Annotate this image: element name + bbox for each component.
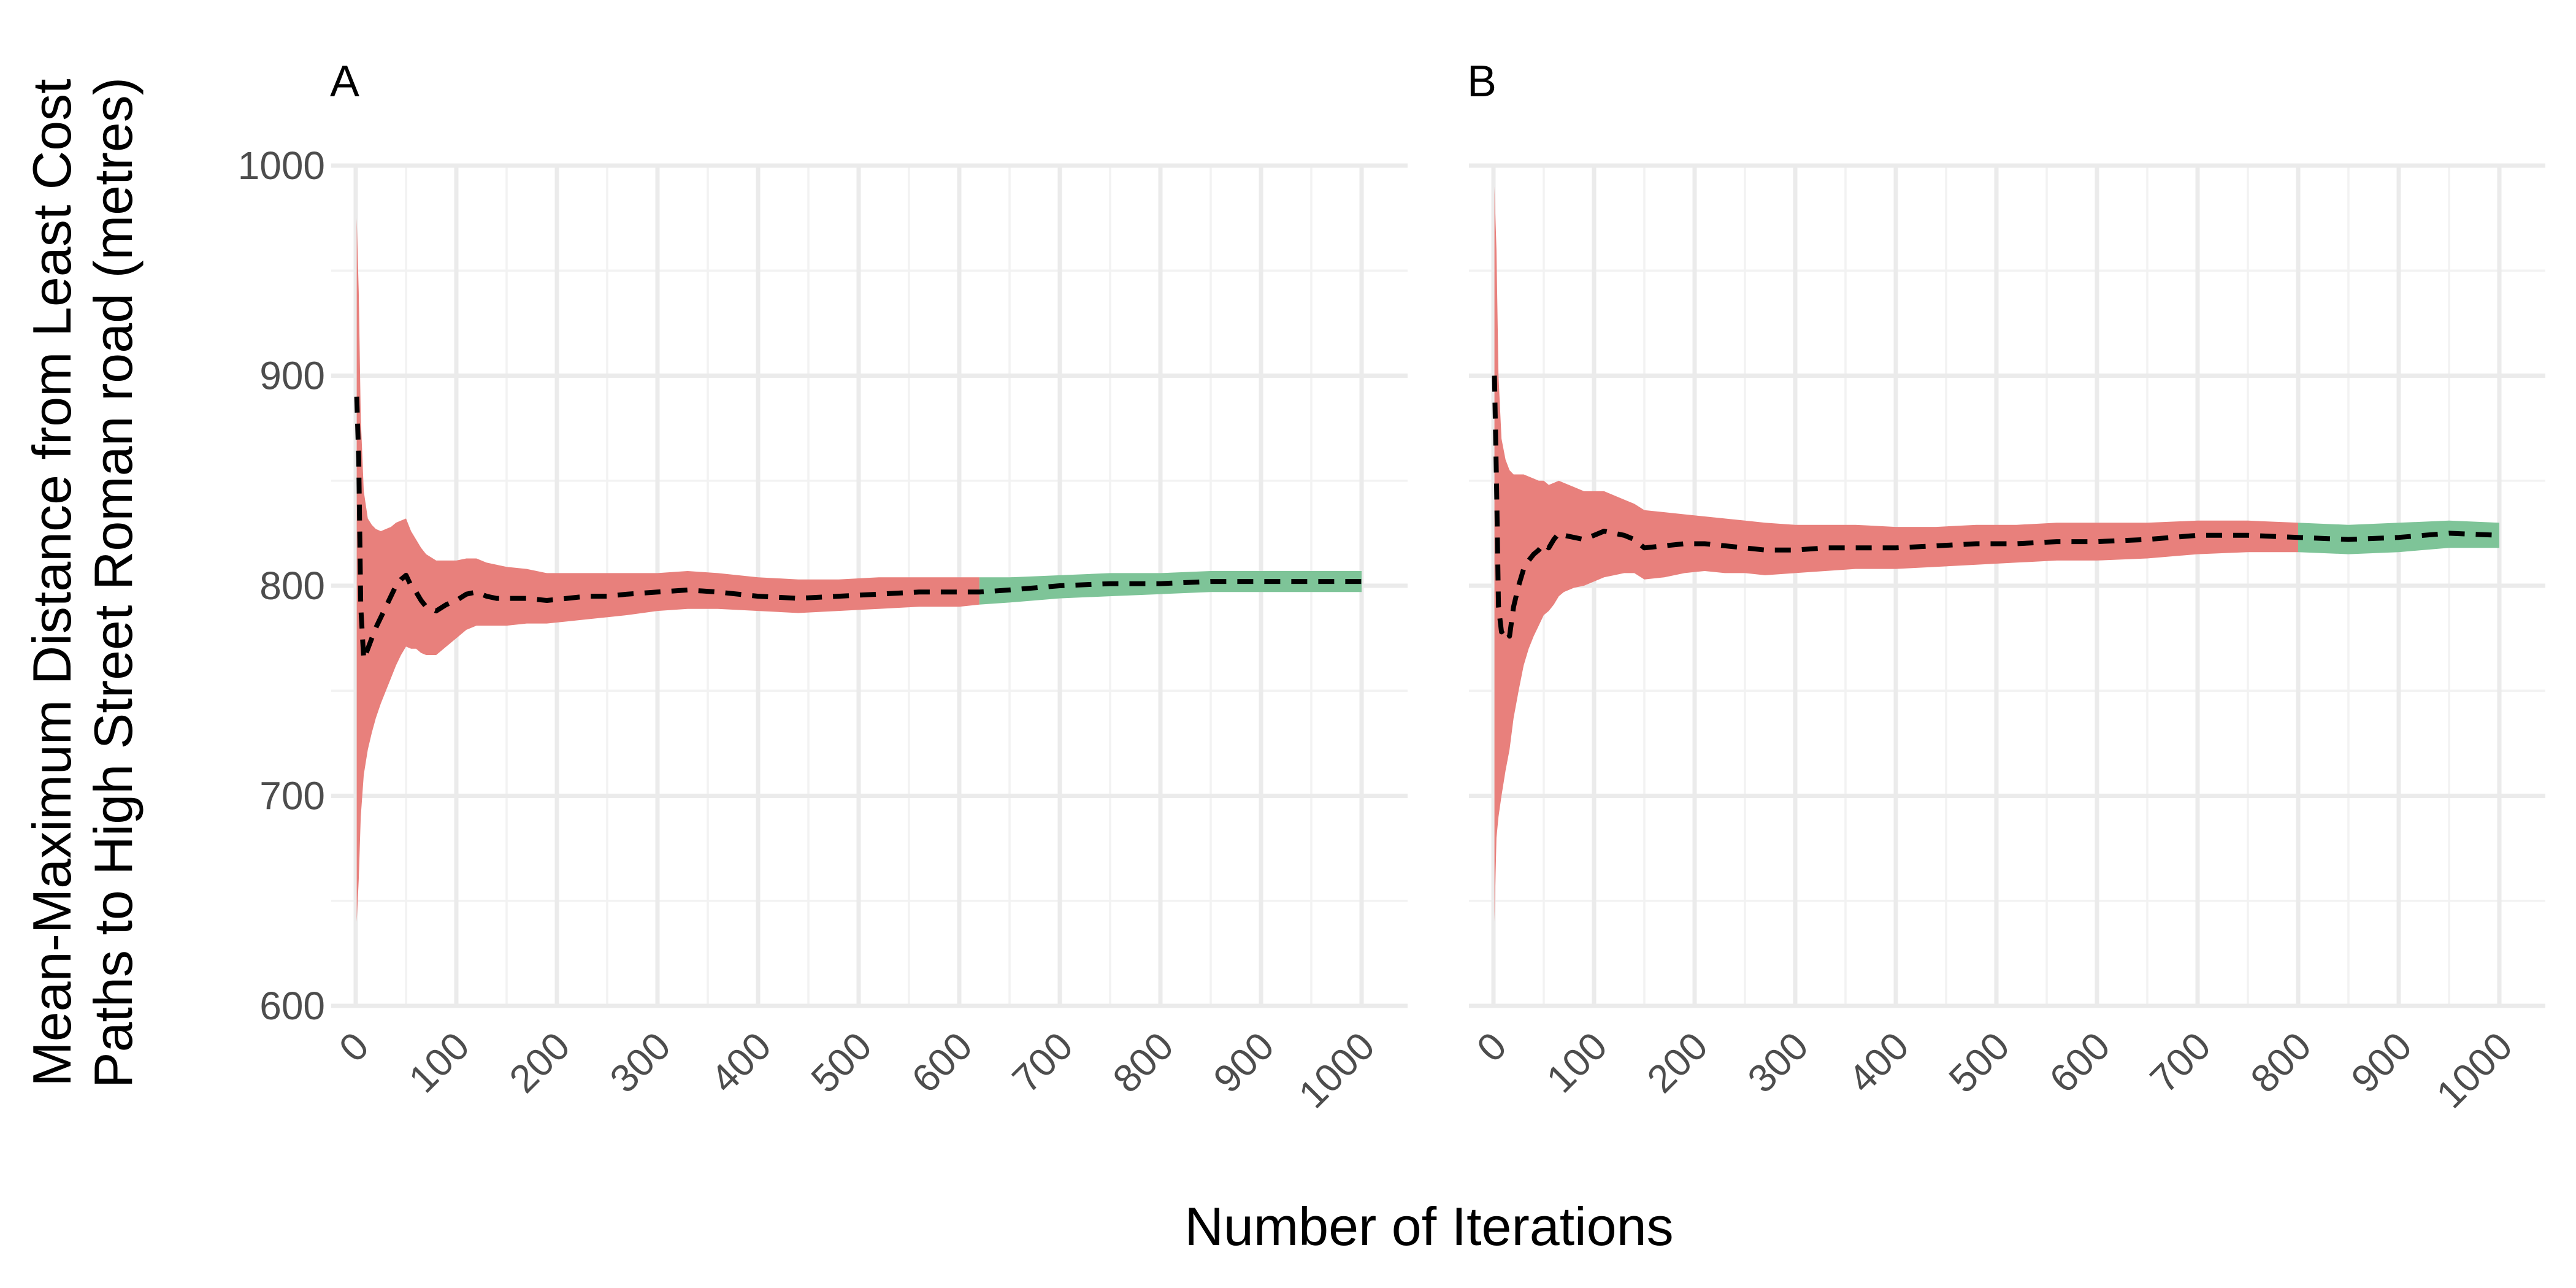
panel-b-unconverged-band [1494,186,2298,922]
panel-a-mean-line [354,396,1362,662]
panel-b-x-tick-label: 400 [1839,1024,1917,1101]
panel-b-x-tick-label: 300 [1739,1024,1816,1101]
panel-b-x-tick-label: 500 [1940,1024,2017,1101]
panel-a-x-ticks: 0 100 200 300 400 500 600 700 800 900 1000 [331,1024,1383,1117]
panel-b-x-tick-label: 900 [2342,1024,2420,1101]
panel-b-x-ticks: 0 100 200 300 400 500 600 700 800 900 1000 [1468,1024,2521,1117]
panel-a-label: A [330,57,359,106]
panel-a-y-tick-label: 1000 [238,144,325,188]
panel-a-unconverged-band [356,218,979,922]
x-axis-title: Number of Iterations [1184,1196,1673,1257]
panel-b-label: B [1467,57,1497,106]
panel-a-x-tick-label: 400 [702,1024,779,1101]
panel-b-x-tick-label: 0 [1468,1024,1515,1070]
panel-a-x-tick-label: 1000 [1290,1024,1383,1117]
panel-a-y-ticks: 600 700 800 900 1000 [238,144,325,1028]
panel-a-y-tick-label: 600 [259,984,325,1028]
panel-a-x-tick-label: 200 [500,1024,578,1101]
panel-a-lines [354,396,1362,662]
panel-b-grid [1469,163,2545,1008]
panel-b: 0 100 200 300 400 500 600 700 800 900 1000 [1468,163,2545,1117]
panel-a-y-tick-label: 900 [259,354,325,398]
panel-b-x-tick-label: 600 [2041,1024,2118,1101]
panel-b-x-tick-label: 100 [1538,1024,1615,1101]
panel-a-x-tick-label: 800 [1104,1024,1181,1101]
panel-a-x-tick-label: 900 [1205,1024,1282,1101]
panel-a: 0 100 200 300 400 500 600 700 800 900 1000 6007008… [238,144,1408,1117]
panel-b-lines [1492,375,2500,639]
y-axis-title-line-2: Paths to High Street Roman road (metres) [83,77,144,1088]
panel-a-x-tick-label: 600 [903,1024,980,1101]
panel-b-x-tick-label: 1000 [2428,1024,2521,1117]
panel-a-y-tick-label: 700 [259,774,325,818]
panel-b-mean-line [1492,375,2500,639]
panel-b-x-tick-label: 800 [2242,1024,2319,1101]
panel-a-x-tick-label: 300 [601,1024,678,1101]
panel-a-y-tick-label: 800 [259,564,325,608]
panel-a-x-tick-label: 500 [802,1024,880,1101]
y-axis-title-line-1: Mean-Maximum Distance from Least Cost [21,79,82,1086]
panel-a-x-tick-label: 0 [331,1024,377,1070]
panel-b-x-tick-label: 200 [1638,1024,1715,1101]
panel-b-x-tick-label: 700 [2141,1024,2218,1101]
panel-a-x-tick-label: 100 [400,1024,477,1101]
panel-a-x-tick-label: 700 [1003,1024,1081,1101]
y-axis-title: Mean-Maximum Distance from Least Cost Pa… [21,77,144,1088]
